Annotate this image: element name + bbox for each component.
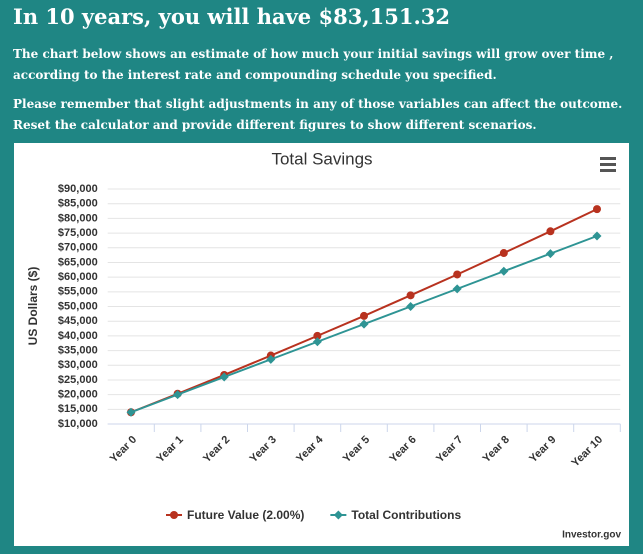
- point: [499, 249, 508, 258]
- point: [126, 407, 136, 417]
- legend-label: Total Contributions: [351, 508, 461, 522]
- y-tick-label: $15,000: [58, 403, 98, 415]
- x-tick-label: Year 2: [201, 434, 232, 465]
- legend-label: Future Value (2.00%): [187, 508, 304, 522]
- x-tick-label: Year 0: [108, 434, 139, 465]
- point: [333, 510, 343, 520]
- point: [546, 227, 555, 236]
- point: [406, 291, 415, 300]
- point: [592, 231, 602, 241]
- y-tick-label: $75,000: [58, 227, 98, 239]
- y-tick-label: $10,000: [58, 418, 98, 430]
- explanation: The chart below shows an estimate of how…: [13, 47, 614, 82]
- y-tick-label: $20,000: [58, 389, 98, 401]
- x-tick-label: Year 5: [341, 434, 372, 465]
- chart-panel: Total Savings US Dollars ($) $10,000 $15,…: [14, 143, 629, 546]
- point: [170, 511, 178, 519]
- point: [360, 311, 368, 320]
- legend-item[interactable]: Total Contributions: [330, 508, 461, 522]
- y-tick-label: $25,000: [58, 374, 98, 386]
- y-tick-label: $85,000: [58, 198, 98, 210]
- x-tick-label: Year 10: [569, 434, 605, 470]
- x-tick-label: Year 1: [154, 434, 185, 465]
- chart: Total Savings US Dollars ($) $10,000 $15,…: [26, 149, 621, 541]
- y-tick-label: $55,000: [58, 286, 98, 298]
- y-tick-label: $80,000: [58, 212, 98, 224]
- point: [359, 319, 369, 329]
- chart-title: Total Savings: [271, 149, 372, 168]
- y-tick-label: $40,000: [58, 330, 98, 342]
- y-tick-label: $90,000: [58, 183, 98, 195]
- point: [406, 302, 416, 311]
- y-tick-label: $70,000: [58, 242, 98, 254]
- x-tick-label: Year 6: [387, 434, 418, 465]
- menu-bar: [600, 157, 616, 160]
- x-tick-label: Year 7: [434, 434, 465, 465]
- point: [545, 249, 555, 259]
- explanation: Please remember that slight adjustments …: [13, 97, 623, 132]
- menu-button[interactable]: [600, 157, 616, 172]
- y-tick-label: $30,000: [58, 359, 98, 371]
- legend-item[interactable]: Future Value (2.00%): [166, 508, 304, 522]
- result-title: In 10 years, you will have $83,151.32: [13, 4, 450, 29]
- point: [313, 331, 322, 340]
- menu-bar: [600, 163, 616, 166]
- x-tick-label: Year 4: [294, 433, 326, 465]
- x-tick-label: Year 3: [248, 434, 279, 465]
- point: [312, 337, 322, 347]
- point: [266, 354, 276, 364]
- credit: Investor.gov: [562, 530, 621, 541]
- point: [499, 266, 509, 276]
- y-axis-label: US Dollars ($): [26, 267, 40, 346]
- x-tick-label: Year 9: [527, 434, 558, 465]
- x-tick-label: Year 8: [481, 434, 512, 465]
- series-line: [130, 208, 598, 414]
- y-tick-label: $45,000: [58, 315, 98, 327]
- point: [452, 284, 462, 294]
- y-tick-label: $50,000: [58, 300, 98, 312]
- point: [453, 270, 462, 279]
- point: [219, 372, 229, 382]
- point: [593, 205, 601, 214]
- y-tick-label: $65,000: [58, 256, 98, 268]
- y-tick-label: $35,000: [58, 344, 98, 356]
- menu-bar: [600, 169, 616, 172]
- point: [173, 390, 183, 400]
- y-tick-label: $60,000: [58, 271, 98, 283]
